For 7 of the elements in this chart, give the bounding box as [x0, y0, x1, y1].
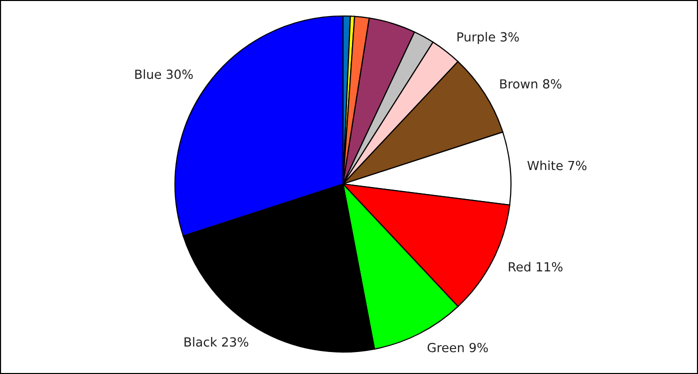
slice-label: Blue 30% [135, 69, 193, 80]
slice-label: Red 11% [508, 262, 562, 272]
slice-label: Black 23% [184, 337, 248, 347]
slice-label: Purple 3% [457, 32, 519, 44]
slice-label: Green 9% [428, 342, 488, 352]
slice-label: Brown 8% [500, 79, 562, 89]
slice-label: White 7% [527, 160, 586, 170]
